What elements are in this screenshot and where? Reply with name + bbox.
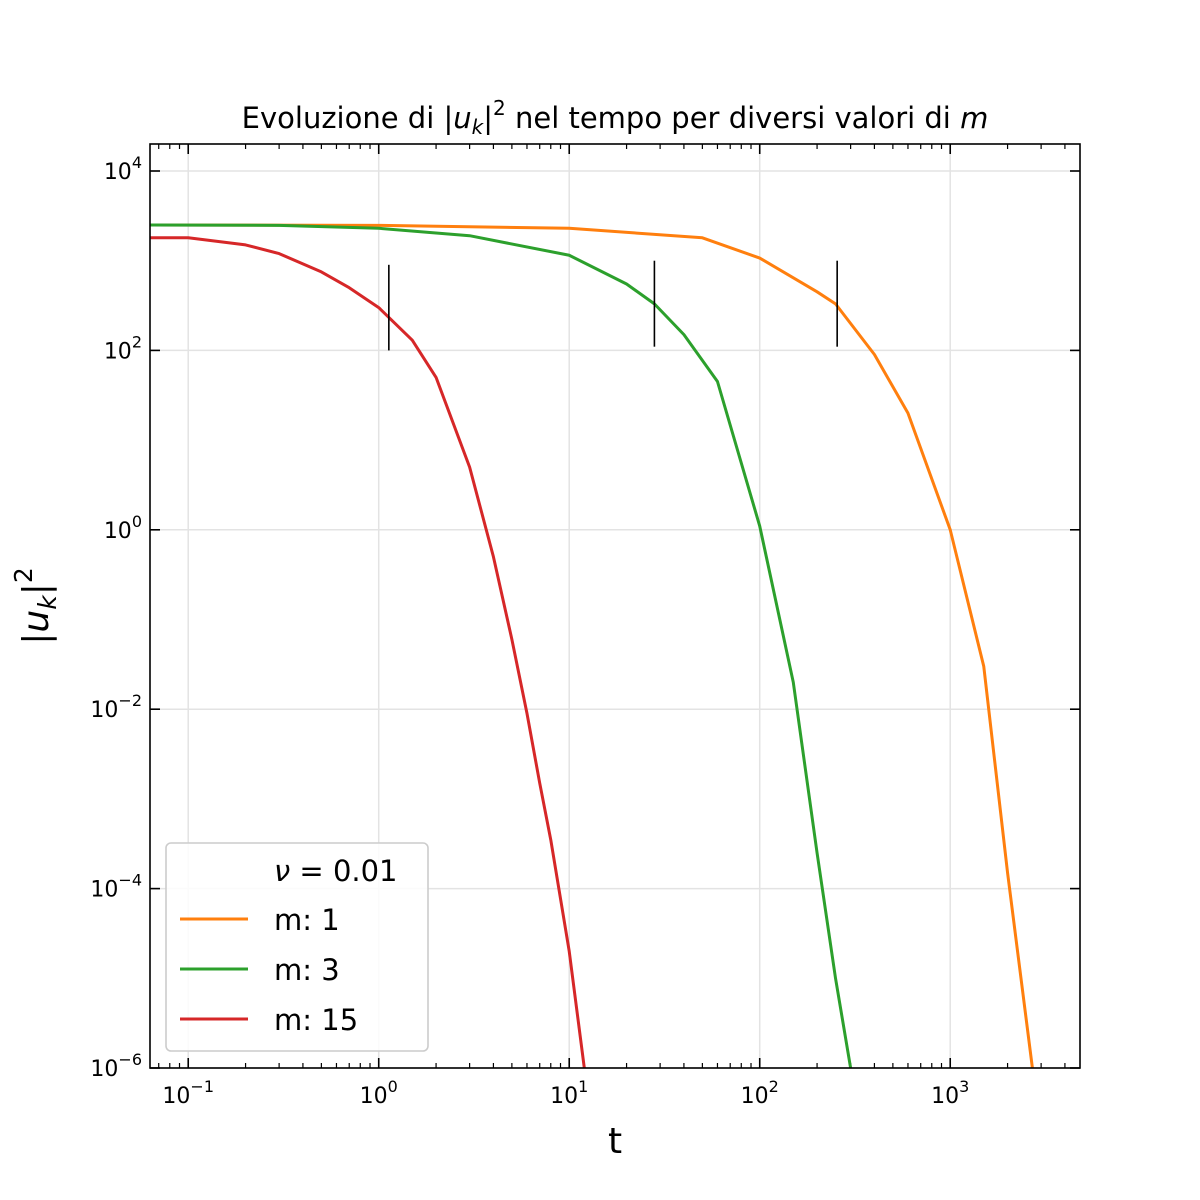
legend-header: ν = 0.01 (274, 854, 398, 888)
legend: ν = 0.01 m: 1 m: 3 m: 15 (165, 842, 429, 1052)
series-line (150, 236, 586, 1068)
x-tick-label: 103 (931, 1077, 969, 1109)
grid (150, 144, 1080, 1069)
legend-label: m: 3 (274, 953, 340, 987)
y-tick-label: 10−2 (90, 691, 142, 723)
markers (388, 260, 838, 351)
minor-ticks (158, 144, 1066, 1068)
y-tick-label: 100 (104, 512, 142, 544)
series-line (150, 223, 1034, 1068)
x-tick-labels: 10−1 100 101 102 103 (162, 1077, 969, 1109)
y-tick-label: 102 (104, 332, 142, 364)
x-axis-label: t (608, 1121, 622, 1162)
x-tick-label: 10−1 (162, 1077, 214, 1109)
legend-label: m: 1 (274, 903, 340, 937)
series (150, 223, 1034, 1068)
legend-label: m: 15 (274, 1003, 358, 1037)
chart-title: Evoluzione di |uk|2 nel tempo per divers… (242, 96, 989, 139)
x-tick-label: 100 (360, 1077, 398, 1109)
plot-frame (149, 143, 1081, 1069)
y-tick-label: 104 (104, 153, 142, 185)
series-line (150, 223, 853, 1068)
y-tick-label: 10−6 (90, 1050, 142, 1082)
y-tick-label: 10−4 (90, 871, 142, 903)
y-tick-labels: 10−6 10−4 10−2 100 102 104 (90, 153, 142, 1082)
legend-frame (165, 842, 429, 1052)
x-tick-label: 102 (741, 1077, 779, 1109)
y-axis-label: |uk|2 (9, 567, 62, 645)
x-tick-label: 101 (550, 1077, 588, 1109)
legend-entries: m: 1 m: 3 m: 15 (180, 903, 358, 1037)
